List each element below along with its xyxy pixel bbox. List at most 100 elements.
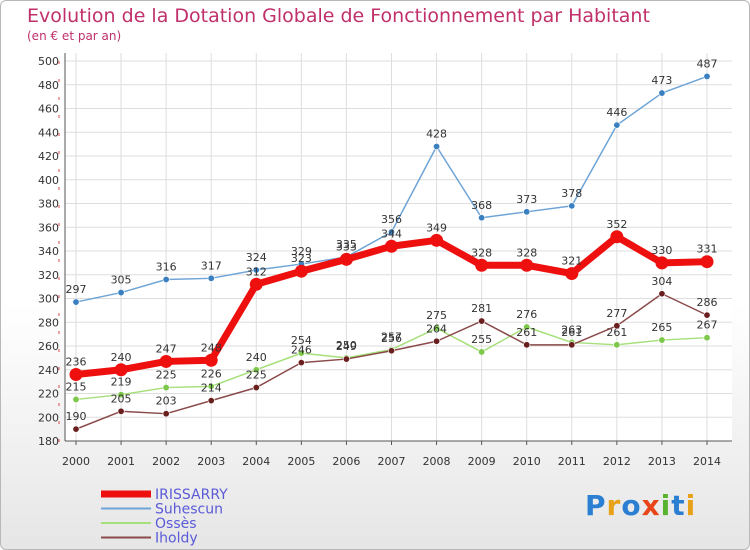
data-point xyxy=(565,267,579,281)
data-point xyxy=(114,363,128,377)
y-tick-label: 480 xyxy=(38,79,59,92)
data-label: 344 xyxy=(381,227,402,240)
data-label: 328 xyxy=(471,246,492,259)
data-label: 256 xyxy=(381,332,402,345)
proxiti-logo: Proxiti xyxy=(585,489,697,522)
x-tick-label: 2005 xyxy=(287,455,315,468)
x-tick-label: 2003 xyxy=(197,455,225,468)
data-point xyxy=(613,322,621,330)
data-point xyxy=(433,324,441,332)
data-label: 248 xyxy=(201,341,222,354)
data-label: 205 xyxy=(111,392,132,405)
data-point xyxy=(72,298,80,306)
x-tick-label: 2001 xyxy=(107,455,135,468)
data-point xyxy=(297,359,305,367)
data-label: 277 xyxy=(606,307,627,320)
data-label: 225 xyxy=(156,369,177,382)
data-label: 254 xyxy=(291,334,312,347)
y-tick-label: 220 xyxy=(38,388,59,401)
data-label: 329 xyxy=(291,245,312,258)
data-label: 473 xyxy=(651,74,672,87)
data-point xyxy=(69,368,83,381)
data-point xyxy=(117,289,125,297)
data-point xyxy=(523,208,531,216)
data-point xyxy=(162,384,170,392)
data-point xyxy=(207,382,215,390)
data-label: 333 xyxy=(336,240,357,253)
y-tick-label: 440 xyxy=(38,126,59,139)
data-point xyxy=(703,311,711,319)
data-point xyxy=(117,407,125,415)
chart-title: Evolution de la Dotation Globale de Fonc… xyxy=(27,5,650,27)
x-tick-label: 2007 xyxy=(378,455,406,468)
data-label: 328 xyxy=(516,246,537,259)
data-label: 335 xyxy=(336,238,357,251)
data-point xyxy=(703,72,711,80)
data-label: 263 xyxy=(561,323,582,336)
data-label: 214 xyxy=(201,382,222,395)
x-tick-label: 2009 xyxy=(468,455,496,468)
y-tick-label: 280 xyxy=(38,316,59,329)
data-point xyxy=(207,274,215,282)
data-point xyxy=(297,349,305,357)
data-point xyxy=(568,202,576,210)
data-point xyxy=(478,214,486,222)
data-label: 226 xyxy=(201,367,222,380)
data-point xyxy=(433,143,441,151)
x-tick-label: 2002 xyxy=(152,455,180,468)
y-tick-label: 320 xyxy=(38,269,59,282)
data-label: 316 xyxy=(156,261,177,274)
data-label: 281 xyxy=(471,302,492,315)
data-point xyxy=(658,89,666,97)
data-label: 261 xyxy=(606,326,627,339)
data-label: 286 xyxy=(697,296,718,309)
data-point xyxy=(655,256,669,270)
y-tick-label: 300 xyxy=(38,293,59,306)
data-label: 446 xyxy=(606,106,627,119)
data-point xyxy=(204,353,218,367)
y-tick-label: 460 xyxy=(38,103,59,116)
data-point xyxy=(478,317,486,325)
data-label: 190 xyxy=(66,410,87,423)
data-label: 487 xyxy=(697,57,718,70)
legend-label: Suhescun xyxy=(155,502,223,518)
data-label: 321 xyxy=(561,255,582,268)
data-label: 304 xyxy=(651,275,672,288)
data-label: 250 xyxy=(336,339,357,352)
data-label: 219 xyxy=(111,376,132,389)
data-point xyxy=(430,233,444,247)
legend-label: Ossès xyxy=(155,516,197,532)
y-tick-label: 360 xyxy=(38,221,59,234)
data-point xyxy=(207,397,215,405)
data-label: 349 xyxy=(426,221,447,234)
data-point xyxy=(568,341,576,349)
data-label: 255 xyxy=(471,333,492,346)
x-tick-label: 2000 xyxy=(62,455,90,468)
data-point xyxy=(342,355,350,363)
data-label: 240 xyxy=(246,351,267,364)
data-point xyxy=(658,336,666,344)
data-point xyxy=(252,384,260,392)
x-tick-label: 2004 xyxy=(242,455,270,468)
data-point xyxy=(433,337,441,345)
data-label: 378 xyxy=(561,187,582,200)
y-tick-label: 180 xyxy=(38,435,59,448)
data-label: 312 xyxy=(246,265,267,278)
data-label: 257 xyxy=(381,331,402,344)
data-label: 264 xyxy=(426,322,447,335)
data-label: 265 xyxy=(651,321,672,334)
data-point xyxy=(523,323,531,331)
data-point xyxy=(520,258,534,272)
data-point xyxy=(523,341,531,349)
data-point xyxy=(294,264,308,278)
y-tick-label: 380 xyxy=(38,198,59,211)
data-label: 249 xyxy=(336,340,357,353)
data-label: 240 xyxy=(111,351,132,364)
data-label: 275 xyxy=(426,309,447,322)
data-label: 246 xyxy=(291,344,312,357)
data-point xyxy=(117,391,125,399)
data-label: 236 xyxy=(66,356,87,369)
data-point xyxy=(72,395,80,403)
data-label: 324 xyxy=(246,251,267,264)
